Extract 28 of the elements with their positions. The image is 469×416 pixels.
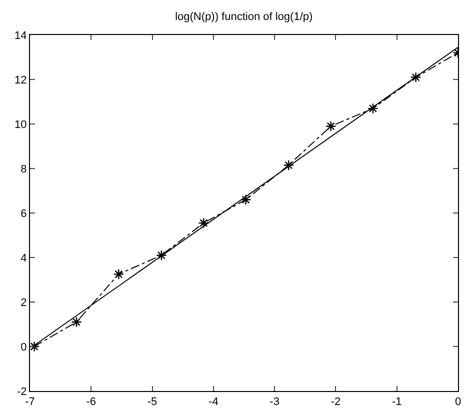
y-tick-label: -2 — [17, 386, 27, 398]
y-tick-label: 8 — [20, 163, 27, 176]
y-tick-label: 14 — [14, 30, 27, 42]
x-tick-label: 0 — [454, 396, 462, 408]
point — [240, 194, 252, 206]
x-tick-label: -7 — [25, 396, 35, 408]
y-tick-label: 12 — [14, 74, 27, 86]
x-tick-label: -1 — [392, 396, 402, 408]
x-tick-label: -2 — [330, 396, 341, 408]
x-tick-label: -5 — [147, 396, 158, 408]
point — [71, 316, 82, 328]
point — [156, 250, 167, 261]
y-tick-label: 10 — [14, 118, 27, 131]
point — [198, 218, 210, 228]
x-tick-label: -4 — [208, 396, 218, 408]
y-tick-label: 6 — [20, 208, 27, 220]
point — [368, 103, 378, 114]
x-tick-label: -6 — [86, 396, 96, 408]
point — [410, 72, 422, 83]
point — [325, 120, 336, 132]
x-tick-label: -3 — [270, 396, 280, 408]
y-tick-label: 4 — [20, 252, 27, 264]
point — [283, 160, 294, 171]
y-tick-label: 2 — [20, 296, 27, 309]
point — [113, 268, 124, 280]
y-tick-label: 0 — [20, 341, 27, 354]
point — [30, 341, 40, 352]
chart-title: log(N(p)) function of log(1/p) — [175, 11, 313, 24]
